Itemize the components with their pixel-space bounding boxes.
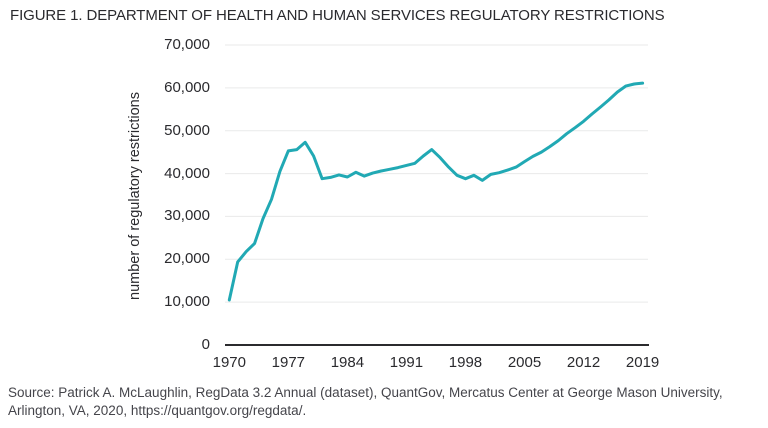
x-tick-label: 2012: [566, 354, 601, 371]
y-tick-label: 70,000: [164, 36, 210, 53]
y-tick-label: 20,000: [164, 250, 210, 268]
y-tick-label: 40,000: [164, 164, 210, 182]
y-tick-label: 0: [201, 336, 210, 353]
y-tick-label: 50,000: [164, 121, 210, 139]
y-tick-label: 60,000: [164, 78, 210, 96]
gridlines: [225, 44, 648, 303]
y-tick-label: 10,000: [164, 293, 210, 311]
x-tick-label: 1977: [271, 354, 306, 371]
x-tick-label: 2005: [507, 354, 542, 371]
figure-title: FIGURE 1. DEPARTMENT OF HEALTH AND HUMAN…: [10, 7, 665, 24]
x-tick-label: 1991: [389, 354, 424, 371]
hhs-restrictions-line: [227, 81, 645, 302]
y-tick-label: 30,000: [164, 207, 210, 225]
x-tick-label: 1998: [448, 354, 483, 371]
x-tick-label: 1970: [212, 354, 246, 371]
x-tick-label: 2019: [625, 354, 660, 371]
x-tick-label: 1984: [330, 354, 365, 371]
source-note: Source: Patrick A. McLaughlin, RegData 3…: [8, 385, 723, 418]
